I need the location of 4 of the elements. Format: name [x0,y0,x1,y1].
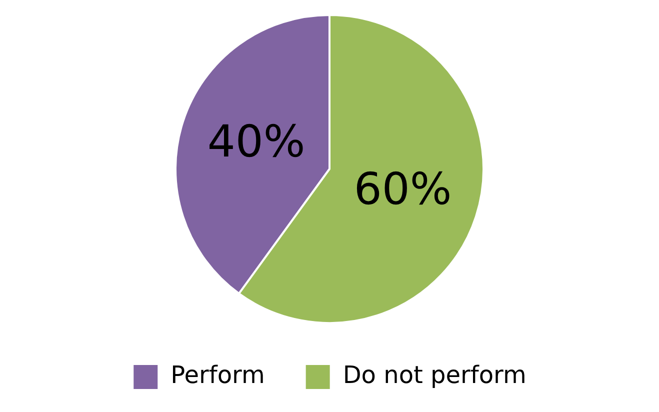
legend-label: Do not perform [342,361,526,390]
legend-label: Perform [170,361,265,390]
data-label: 60% [354,164,452,216]
data-label: 40% [207,116,306,168]
